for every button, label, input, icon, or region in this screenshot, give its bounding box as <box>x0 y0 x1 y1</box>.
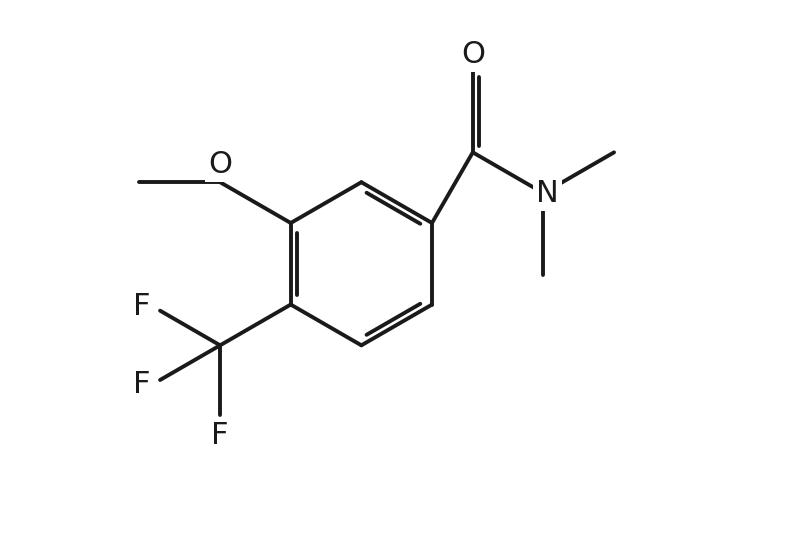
Text: F: F <box>133 292 151 321</box>
Text: N: N <box>536 179 559 208</box>
Text: O: O <box>461 40 485 69</box>
Text: F: F <box>211 421 229 449</box>
Text: F: F <box>133 370 151 399</box>
Text: O: O <box>208 150 232 179</box>
